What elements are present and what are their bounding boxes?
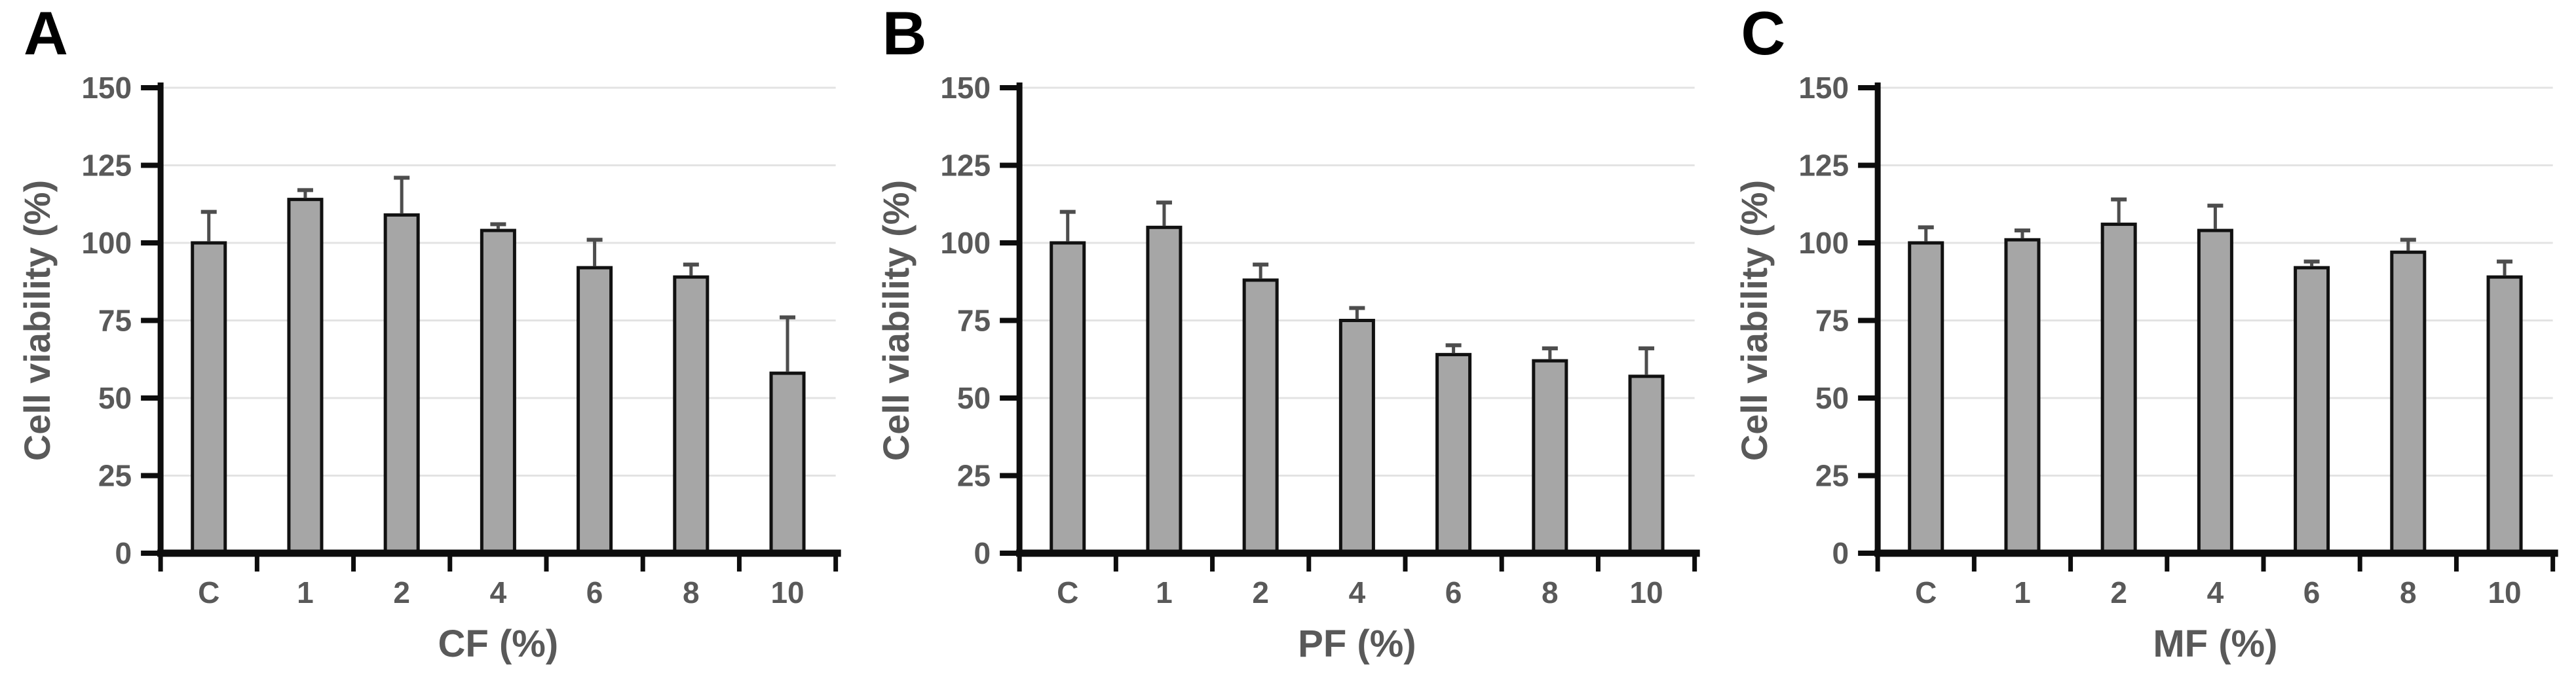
x-tick-label-8: 8 — [2400, 575, 2417, 609]
bar-C — [191, 241, 227, 555]
x-axis-title: CF (%) — [438, 623, 559, 665]
x-tick-label-10: 10 — [770, 575, 804, 609]
bar-2 — [2101, 223, 2138, 555]
y-tick-label-50: 50 — [1815, 381, 1849, 415]
x-tick-label-8: 8 — [1542, 575, 1559, 609]
bar-1 — [1146, 225, 1183, 555]
bar-8 — [673, 275, 710, 555]
x-tick-label-4: 4 — [1348, 575, 1365, 609]
y-tick-label-100: 100 — [81, 226, 132, 260]
y-tick-label-25: 25 — [957, 459, 991, 493]
y-tick-label-125: 125 — [940, 149, 991, 183]
bar-4 — [480, 228, 516, 555]
cell-viability-vs-pf-bar-chart: 0 25 50 75 100 125 150 C 1 2 4 6 8 10 PF (%) Cell viabi… — [875, 71, 1700, 665]
bar-C — [1049, 241, 1086, 555]
bar-2 — [383, 213, 420, 555]
y-tick-label-50: 50 — [98, 381, 132, 415]
x-axis-title: PF (%) — [1298, 623, 1416, 665]
y-tick-label-0: 0 — [1832, 536, 1849, 570]
x-tick-label-C: C — [1915, 575, 1937, 609]
bar-6 — [577, 266, 613, 555]
bar-10 — [769, 371, 806, 555]
y-tick-label-150: 150 — [1799, 71, 1849, 105]
y-axis-title: Cell viability (%) — [875, 180, 917, 461]
y-axis-title: Cell viability (%) — [16, 180, 58, 461]
y-tick-label-0: 0 — [974, 536, 991, 570]
y-tick-label-125: 125 — [81, 149, 132, 183]
bar-1 — [287, 198, 324, 555]
panel-letter-a: A — [24, 0, 68, 67]
panel-a: A 0 25 50 75 100 125 150 C 1 2 4 6 8 10 CF (%) Cell via… — [0, 0, 859, 673]
bar-2 — [1242, 278, 1279, 555]
x-tick-label-4: 4 — [2207, 575, 2224, 609]
y-axis-title: Cell viability (%) — [1733, 180, 1775, 461]
y-tick-label-125: 125 — [1799, 149, 1849, 183]
y-tick-label-150: 150 — [81, 71, 132, 105]
x-tick-label-1: 1 — [2014, 575, 2031, 609]
x-tick-label-8: 8 — [683, 575, 700, 609]
y-tick-label-25: 25 — [1815, 459, 1849, 493]
x-tick-label-C: C — [1057, 575, 1078, 609]
bar-8 — [2390, 250, 2427, 555]
x-tick-label-1: 1 — [1156, 575, 1173, 609]
x-tick-label-C: C — [198, 575, 219, 609]
y-tick-label-75: 75 — [1815, 304, 1849, 338]
y-tick-label-100: 100 — [940, 226, 991, 260]
x-tick-label-6: 6 — [586, 575, 603, 609]
x-tick-label-2: 2 — [2111, 575, 2128, 609]
y-tick-label-50: 50 — [957, 381, 991, 415]
panel-letter-c: C — [1741, 0, 1786, 67]
panel-c: C 0 25 50 75 100 125 150 C 1 2 4 6 8 10 MF (%) Cell via… — [1717, 0, 2576, 673]
cell-viability-vs-cf-bar-chart: 0 25 50 75 100 125 150 C 1 2 4 6 8 10 CF (%) Cell viabi… — [16, 71, 841, 665]
bar-6 — [2294, 266, 2330, 555]
x-tick-label-10: 10 — [1629, 575, 1663, 609]
x-axis-title: MF (%) — [2153, 623, 2278, 665]
bar-10 — [1628, 374, 1665, 555]
bar-10 — [2486, 275, 2523, 555]
bar-4 — [2197, 228, 2234, 555]
bar-8 — [1531, 359, 1568, 555]
x-tick-label-10: 10 — [2488, 575, 2522, 609]
bar-1 — [2004, 238, 2041, 555]
y-tick-label-0: 0 — [115, 536, 132, 570]
panel-letter-b: B — [882, 0, 927, 67]
x-tick-label-1: 1 — [297, 575, 314, 609]
bar-4 — [1338, 319, 1375, 555]
y-tick-label-75: 75 — [957, 304, 991, 338]
y-tick-label-75: 75 — [98, 304, 132, 338]
y-tick-label-150: 150 — [940, 71, 991, 105]
bar-6 — [1435, 353, 1471, 555]
y-tick-label-100: 100 — [1799, 226, 1849, 260]
x-tick-label-6: 6 — [1445, 575, 1462, 609]
bar-C — [1908, 241, 1944, 555]
x-tick-label-2: 2 — [1252, 575, 1269, 609]
x-tick-label-4: 4 — [490, 575, 507, 609]
x-tick-label-6: 6 — [2303, 575, 2320, 609]
x-tick-label-2: 2 — [393, 575, 410, 609]
y-tick-label-25: 25 — [98, 459, 132, 493]
cell-viability-vs-mf-bar-chart: 0 25 50 75 100 125 150 C 1 2 4 6 8 10 MF (%) Cell viabi… — [1733, 71, 2559, 665]
panel-b: B 0 25 50 75 100 125 150 C 1 2 4 6 8 10 PF (%) Cell via… — [859, 0, 1718, 673]
